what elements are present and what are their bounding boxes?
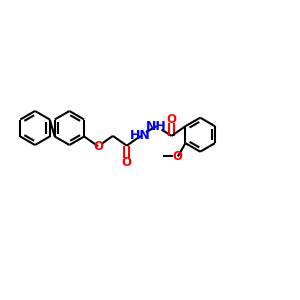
Text: O: O	[122, 156, 132, 169]
Text: O: O	[93, 140, 103, 153]
Text: O: O	[173, 150, 183, 163]
Text: O: O	[167, 113, 176, 126]
Text: NH: NH	[146, 120, 167, 133]
Text: HN: HN	[130, 129, 151, 142]
